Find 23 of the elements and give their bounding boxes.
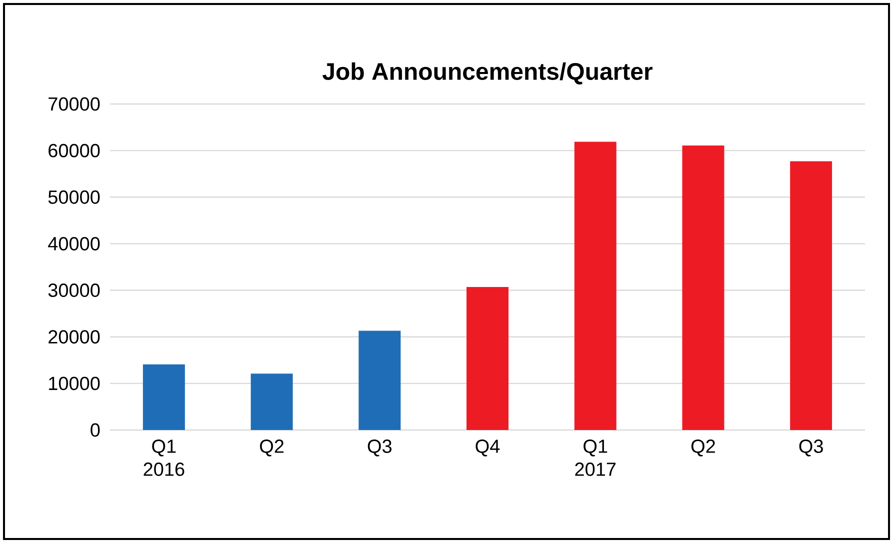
y-tick-label: 50000 xyxy=(48,190,100,204)
x-tick-label: Q1 2017 xyxy=(575,440,616,476)
bar xyxy=(682,145,724,430)
bar xyxy=(358,330,401,430)
y-tick-label: 60000 xyxy=(48,144,100,158)
y-tick-label: 70000 xyxy=(48,97,100,111)
y-tick-label: 0 xyxy=(90,423,100,437)
y-tick-label: 20000 xyxy=(48,330,100,344)
y-tick-label: 30000 xyxy=(48,284,100,298)
y-tick-label: 40000 xyxy=(48,236,100,250)
x-tick-label: Q3 xyxy=(368,440,392,456)
x-tick-label: Q4 xyxy=(476,440,500,456)
x-tick-label: Q1 2016 xyxy=(144,440,184,476)
bar xyxy=(574,142,616,430)
x-tick-label: Q2 xyxy=(691,440,715,456)
x-tick-label: Q2 xyxy=(260,440,284,456)
y-tick-label: 10000 xyxy=(49,376,100,390)
bar xyxy=(790,161,832,430)
bar xyxy=(466,287,509,430)
bar xyxy=(142,364,185,430)
chart-title: Job Announcements/Quarter xyxy=(322,62,652,84)
bar xyxy=(250,374,293,430)
x-tick-label: Q3 xyxy=(799,440,823,456)
